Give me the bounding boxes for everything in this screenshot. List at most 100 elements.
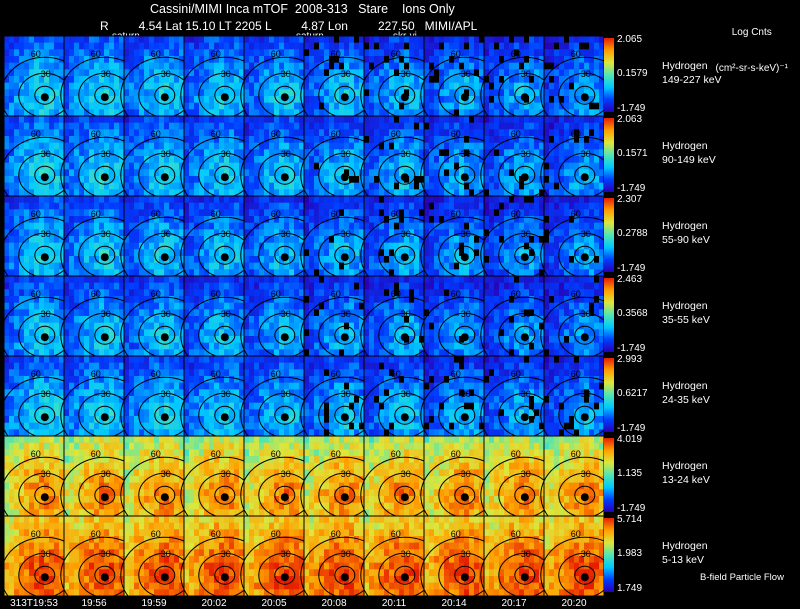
contour-label: 60 (331, 289, 341, 299)
contour-label: 60 (331, 369, 341, 379)
planet-marker (460, 253, 469, 262)
contour-label: 30 (101, 469, 111, 479)
planet-marker (400, 93, 409, 102)
contour-label: 60 (151, 49, 161, 59)
planet-marker (340, 573, 349, 582)
contour-label: 60 (271, 289, 281, 299)
species-name: Hydrogen (662, 380, 708, 392)
planet-marker (160, 413, 169, 422)
colorbar-tick-label: 0.1579 (617, 68, 648, 79)
planet-marker (280, 253, 289, 262)
planet-marker (520, 413, 529, 422)
colorbar-tick-label: 5.714 (617, 514, 643, 525)
time-label: 20:14 (441, 598, 467, 609)
planet-marker (580, 173, 589, 182)
planet-marker (580, 333, 589, 342)
planet-marker (580, 413, 589, 422)
contour-label: 30 (41, 149, 51, 159)
contour-label: 30 (161, 229, 171, 239)
planet-marker (100, 573, 109, 582)
time-label: 19:56 (81, 598, 107, 609)
planet-marker (520, 173, 529, 182)
units-label: Log Cnts (cm²-sr-s-keV)⁻¹ (716, 3, 788, 87)
planet-marker (40, 173, 49, 182)
planet-marker (100, 413, 109, 422)
planet-marker (220, 333, 229, 342)
contour-label: 60 (511, 289, 521, 299)
planet-marker (280, 93, 289, 102)
planet-marker (340, 93, 349, 102)
colorbar-tick-label: 1.983 (617, 548, 643, 559)
energy-range: 5-13 keV (662, 554, 705, 566)
contour-label: 30 (281, 69, 291, 79)
planet-marker (400, 573, 409, 582)
contour-label: 60 (511, 49, 521, 59)
planet-marker (100, 253, 109, 262)
contour-label: 60 (271, 369, 281, 379)
contour-label: 60 (271, 449, 281, 459)
contour-label: 30 (221, 229, 231, 239)
contour-label: 60 (511, 209, 521, 219)
planet-marker (280, 173, 289, 182)
planet-marker (160, 333, 169, 342)
contour-label: 60 (391, 289, 401, 299)
planet-marker (160, 493, 169, 502)
species-label: Hydrogen 13-24 keV (662, 459, 710, 487)
colorbar (604, 198, 614, 272)
colorbar (604, 438, 614, 512)
planet-marker (340, 173, 349, 182)
contour-label: 30 (221, 389, 231, 399)
contour-label: 60 (271, 129, 281, 139)
contour-label: 30 (401, 389, 411, 399)
contour-label: 30 (41, 389, 51, 399)
contour-label: 30 (341, 309, 351, 319)
contour-label: 60 (451, 529, 461, 539)
colorbar-tick-label: 2.993 (617, 354, 643, 365)
contour-label: 30 (101, 309, 111, 319)
contour-label: 60 (271, 209, 281, 219)
planet-marker (40, 93, 49, 102)
colorbar-tick-label: 0.3568 (617, 308, 648, 319)
contour-label: 30 (521, 389, 531, 399)
colorbar-tick-label: 0.2788 (617, 228, 648, 239)
contour-label: 30 (281, 149, 291, 159)
contour-label: 30 (41, 309, 51, 319)
contour-label: 60 (511, 529, 521, 539)
colorbar-tick-label: -1.749 (617, 263, 646, 274)
contour-label: 60 (331, 129, 341, 139)
contour-label: 30 (221, 549, 231, 559)
time-label: 20:08 (321, 598, 347, 609)
planet-marker (400, 493, 409, 502)
contour-label: 60 (451, 449, 461, 459)
contour-label: 30 (581, 309, 591, 319)
species-label: Hydrogen 35-55 keV (662, 299, 710, 327)
planet-marker (220, 253, 229, 262)
contour-label: 30 (101, 229, 111, 239)
contour-label: 60 (211, 49, 221, 59)
contour-label: 60 (91, 129, 101, 139)
contour-label: 60 (211, 369, 221, 379)
contour-label: 30 (161, 309, 171, 319)
contour-label: 30 (341, 389, 351, 399)
species-label: Hydrogen 5-13 keV (662, 539, 708, 567)
planet-marker (460, 573, 469, 582)
time-label: 313T19:53 (10, 598, 58, 609)
colorbar-tick-label: 1.135 (617, 468, 643, 479)
planet-marker (520, 493, 529, 502)
colorbar-tick-label: -1.749 (617, 103, 646, 114)
